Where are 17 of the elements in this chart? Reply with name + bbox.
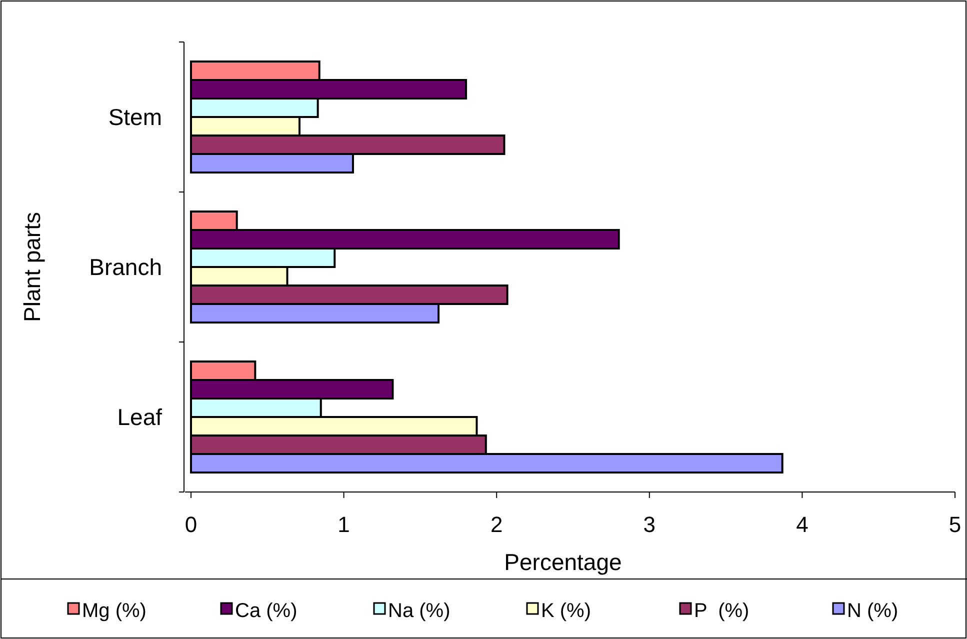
y-tick-label: Stem	[108, 104, 162, 130]
y-axis-title: Plant parts	[19, 212, 45, 322]
legend-label: Mg (%)	[82, 600, 146, 622]
legend-label: Na (%)	[388, 600, 450, 622]
legend-label: N (%)	[847, 600, 898, 622]
x-tick-label: 5	[948, 512, 962, 537]
y-tick-label: Leaf	[117, 404, 163, 430]
x-tick-label: 1	[338, 512, 350, 537]
legend-label: P (%)	[694, 600, 750, 622]
x-tick-label: 4	[796, 512, 808, 537]
legend-label: Ca (%)	[235, 600, 298, 622]
y-tick-label: Branch	[89, 254, 162, 280]
legend-label: K (%)	[541, 600, 591, 622]
x-tick-label: 0	[184, 512, 198, 537]
x-axis-title: Percentage	[504, 549, 622, 575]
x-tick-label: 2	[490, 512, 503, 537]
x-tick-label: 3	[643, 512, 656, 537]
